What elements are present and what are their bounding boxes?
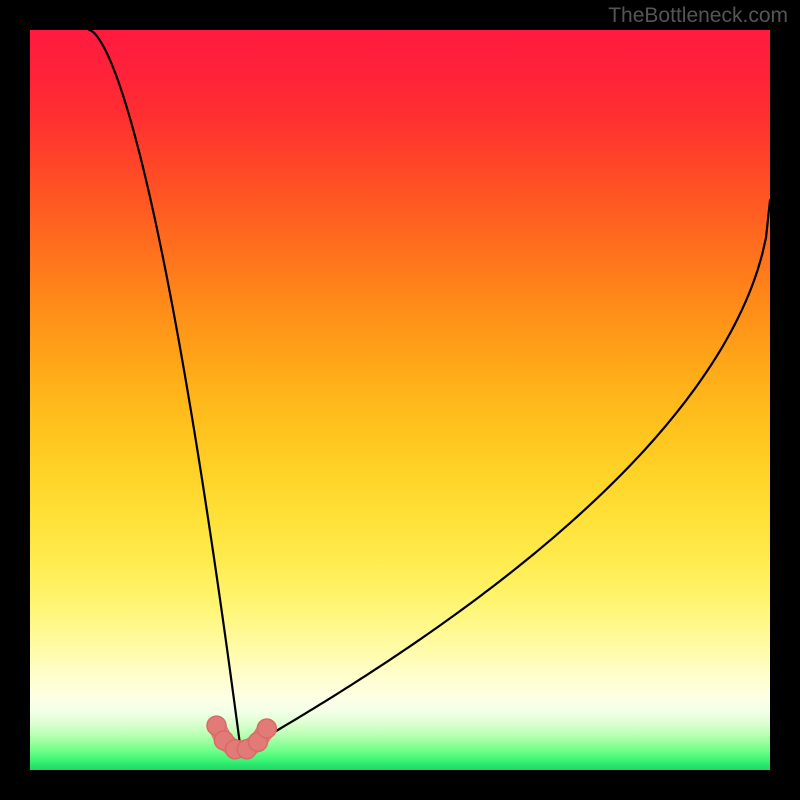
watermark-text: TheBottleneck.com [608,4,788,28]
gradient-background [30,30,770,770]
plot-area [30,30,770,770]
plot-svg [30,30,770,770]
valley-marker [257,719,276,738]
